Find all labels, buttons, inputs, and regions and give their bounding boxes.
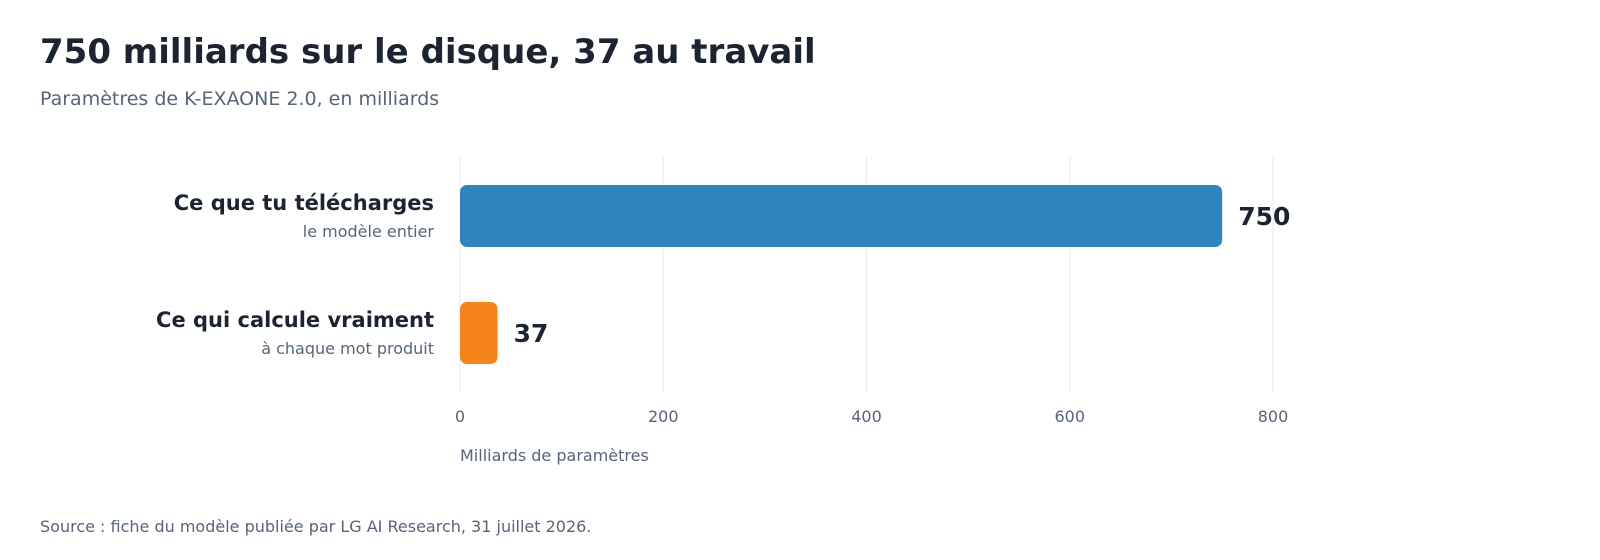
chart-subtitle: Paramètres de K-EXAONE 2.0, en milliards	[40, 88, 440, 110]
category-sublabel-1: le modèle entier	[303, 222, 435, 241]
x-tick-label-600: 600	[1054, 407, 1085, 426]
x-tick-label-0: 0	[455, 407, 465, 426]
bar-1	[460, 185, 1223, 247]
x-tick-label-400: 400	[851, 407, 882, 426]
category-label-1: Ce que tu télécharges	[174, 191, 434, 215]
x-tick-label-200: 200	[648, 407, 679, 426]
x-axis-label: Milliards de paramètres	[460, 446, 649, 465]
x-tick-label-800: 800	[1258, 407, 1289, 426]
value-label-1: 750	[1238, 202, 1290, 231]
value-label-2: 37	[514, 319, 549, 348]
source-note: Source : fiche du modèle publiée par LG …	[40, 517, 592, 536]
chart-title: 750 milliards sur le disque, 37 au trava…	[40, 32, 816, 72]
bar-2	[460, 302, 498, 364]
category-sublabel-2: à chaque mot produit	[261, 339, 434, 358]
category-label-2: Ce qui calcule vraiment	[156, 308, 434, 332]
